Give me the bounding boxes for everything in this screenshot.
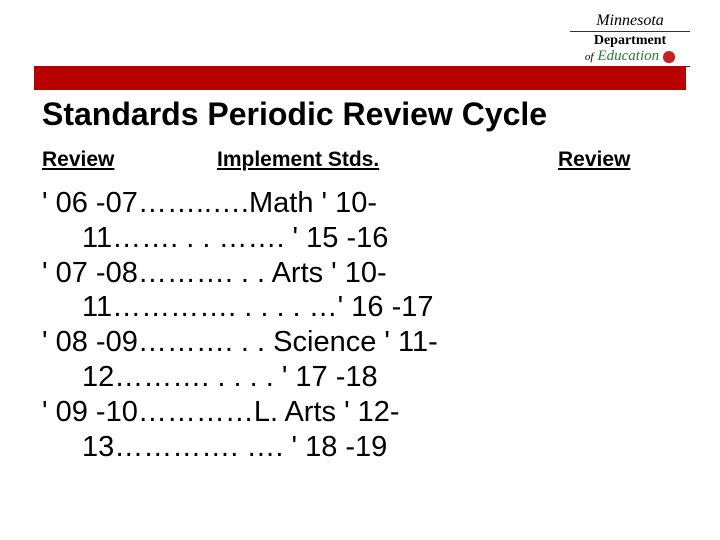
header-red-bar [34, 66, 686, 90]
schedule-line: 11…………. . . . . …' 16 -17 [42, 290, 682, 325]
logo-department-text: Department [570, 33, 690, 48]
schedule-line: 13…………. …. ' 18 -19 [42, 430, 682, 465]
logo-education-text: Education [597, 48, 659, 65]
schedule-body: ' 06 -07……..….Math ' 10- 11……. . . ……. '… [42, 186, 682, 464]
logo-state-script: Minnesota [570, 12, 690, 32]
header-implement: Implement Stds. [217, 148, 379, 172]
schedule-line: 12………. . . . . ' 17 -18 [42, 360, 682, 395]
schedule-line: ' 09 -10…………L. Arts ' 12- [42, 395, 682, 430]
schedule-line: ' 06 -07……..….Math ' 10- [42, 186, 682, 221]
schedule-line: ' 08 -09………. . . Science ' 11- [42, 325, 682, 360]
header-review-right: Review [558, 148, 630, 172]
logo-of-text: of [585, 51, 594, 63]
schedule-line: ' 07 -08………. . . Arts ' 10- [42, 256, 682, 291]
header-review-left: Review [42, 148, 114, 172]
schedule-line: 11……. . . ……. ' 15 -16 [42, 221, 682, 256]
apple-icon [663, 51, 675, 63]
page-title: Standards Periodic Review Cycle [42, 96, 547, 133]
mn-dept-education-logo: Minnesota Department of Education [570, 12, 690, 67]
logo-education-row: of Education [570, 48, 690, 65]
